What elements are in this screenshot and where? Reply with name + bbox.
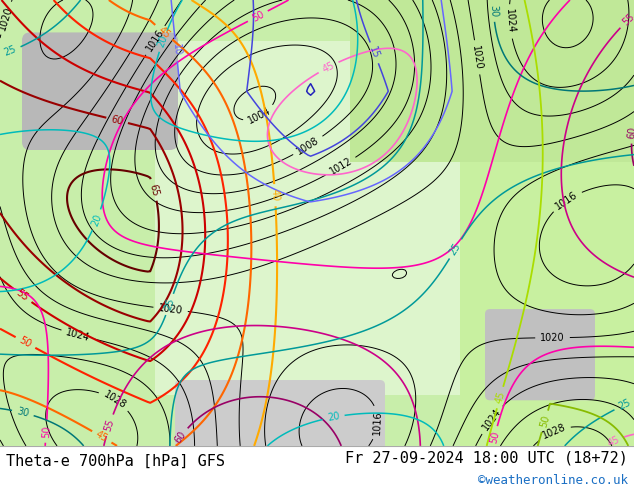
Text: 65: 65 (148, 183, 160, 197)
FancyBboxPatch shape (175, 380, 385, 451)
Text: 1016: 1016 (145, 27, 166, 53)
Text: 45: 45 (493, 390, 507, 405)
Text: 50: 50 (41, 425, 51, 438)
Text: 55: 55 (15, 288, 30, 303)
Text: Theta-e 700hPa [hPa] GFS: Theta-e 700hPa [hPa] GFS (6, 454, 225, 469)
FancyBboxPatch shape (485, 309, 595, 400)
Text: 1028: 1028 (541, 422, 567, 441)
Text: 40: 40 (269, 189, 280, 201)
Text: 60: 60 (626, 126, 634, 139)
Text: 50: 50 (250, 9, 266, 24)
Text: 1020: 1020 (470, 45, 484, 70)
Text: 1024: 1024 (65, 327, 91, 343)
Text: 25: 25 (163, 297, 176, 312)
Text: 1024: 1024 (504, 9, 515, 34)
Text: 1004: 1004 (247, 106, 273, 126)
Text: 25: 25 (448, 241, 463, 257)
Text: 1024: 1024 (480, 407, 503, 432)
Text: 55: 55 (103, 417, 116, 433)
Text: 60: 60 (173, 429, 188, 445)
Text: 20: 20 (90, 212, 104, 227)
Text: 1016: 1016 (553, 190, 579, 212)
Text: 55: 55 (620, 12, 634, 27)
Bar (460, 0, 634, 446)
Text: 45: 45 (606, 434, 621, 448)
Text: 45: 45 (94, 429, 110, 444)
Text: 20: 20 (156, 34, 170, 49)
Bar (350, 0, 634, 162)
Text: 25: 25 (3, 44, 18, 58)
Text: 1020: 1020 (158, 303, 183, 316)
Text: Fr 27-09-2024 18:00 UTC (18+72): Fr 27-09-2024 18:00 UTC (18+72) (345, 451, 628, 466)
Text: 25: 25 (617, 397, 632, 412)
Text: ©weatheronline.co.uk: ©weatheronline.co.uk (477, 474, 628, 487)
Bar (155, 41, 465, 395)
Text: 15: 15 (367, 45, 381, 60)
Text: 10: 10 (171, 44, 182, 57)
Text: 1016: 1016 (372, 410, 383, 435)
Text: 20: 20 (327, 411, 340, 423)
Text: 50: 50 (18, 335, 34, 350)
Text: 1028: 1028 (101, 389, 127, 411)
Text: 1008: 1008 (295, 135, 321, 156)
FancyBboxPatch shape (22, 32, 178, 150)
Text: 50: 50 (488, 430, 501, 444)
Text: 1020: 1020 (0, 5, 14, 31)
Text: 1012: 1012 (328, 156, 354, 177)
Text: 30: 30 (488, 4, 499, 17)
Text: 1020: 1020 (540, 333, 565, 343)
Text: 45: 45 (156, 24, 172, 40)
Text: 30: 30 (16, 406, 30, 419)
Text: 60: 60 (110, 114, 124, 127)
Text: 45: 45 (321, 60, 336, 74)
Text: 50: 50 (538, 414, 552, 429)
